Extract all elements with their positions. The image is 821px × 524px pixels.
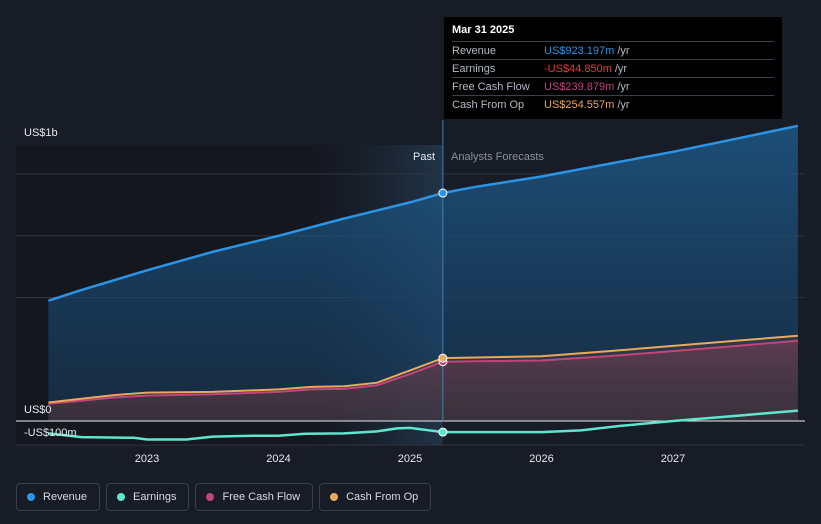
hover-markers xyxy=(438,188,448,437)
earnings-dot-icon xyxy=(117,493,126,501)
cash-from-op-dot-icon xyxy=(330,493,339,501)
free-cash-flow-line xyxy=(48,339,798,405)
tooltip-row-revenue: Revenue US$923.197m /yr xyxy=(452,41,774,59)
free-cash-flow-area xyxy=(48,340,798,421)
y-tick-label-0: US$0 xyxy=(24,404,52,416)
tooltip-row-fcf: Free Cash Flow US$239.879m /yr xyxy=(452,77,774,95)
x-tick-label-2027: 2027 xyxy=(661,453,685,465)
legend: Revenue Earnings Free Cash Flow Cash Fro… xyxy=(16,483,432,511)
tooltip-unit: /yr xyxy=(617,80,630,93)
forecast-label: Analysts Forecasts xyxy=(451,151,544,163)
legend-item-free-cash-flow[interactable]: Free Cash Flow xyxy=(195,483,314,511)
cash-from-op-line xyxy=(48,334,798,404)
y-tick-label-1b: US$1b xyxy=(24,127,58,139)
legend-label: Revenue xyxy=(43,491,88,503)
tooltip-label: Earnings xyxy=(452,62,496,75)
revenue-marker xyxy=(438,188,448,198)
legend-item-cash-from-op[interactable]: Cash From Op xyxy=(319,483,432,511)
y-tick-label-neg100m: -US$100m xyxy=(24,427,77,439)
earnings-line xyxy=(48,409,799,441)
tooltip-label: Cash From Op xyxy=(452,98,525,111)
past-label: Past xyxy=(413,151,435,163)
revenue-dot-icon xyxy=(27,493,35,501)
legend-item-earnings[interactable]: Earnings xyxy=(106,483,190,511)
tooltip-label: Free Cash Flow xyxy=(452,80,530,93)
tooltip-value: US$923.197m xyxy=(544,44,615,57)
tooltip-unit: /yr xyxy=(614,62,628,75)
tooltip-value: US$254.557m xyxy=(544,98,615,111)
tooltip-date: Mar 31 2025 xyxy=(452,24,515,36)
x-tick-label-2024: 2024 xyxy=(266,453,290,465)
cfo-marker xyxy=(438,353,448,363)
cash-from-op-area xyxy=(48,335,798,421)
x-tick-label-2023: 2023 xyxy=(135,453,159,465)
revenue-line xyxy=(48,124,799,302)
tooltip-unit: /yr xyxy=(617,44,630,57)
legend-label: Free Cash Flow xyxy=(222,491,301,503)
x-tick-label-2026: 2026 xyxy=(529,453,553,465)
tooltip-label: Revenue xyxy=(452,44,497,57)
x-axis: 2023 2024 2025 2026 2027 xyxy=(135,453,685,465)
tooltip-unit: /yr xyxy=(617,98,630,111)
tooltip-value: -US$44.850m xyxy=(544,62,612,75)
revenue-area xyxy=(48,125,798,422)
legend-label: Cash From Op xyxy=(346,491,419,503)
legend-label: Earnings xyxy=(133,491,177,503)
legend-item-revenue[interactable]: Revenue xyxy=(16,483,101,511)
x-tick-label-2025: 2025 xyxy=(398,453,422,465)
free-cash-flow-dot-icon xyxy=(206,493,215,501)
tooltip-row-earnings: Earnings -US$44.850m /yr xyxy=(452,59,774,77)
earnings-marker xyxy=(438,427,448,437)
tooltip-value: US$239.879m xyxy=(544,80,615,93)
tooltip: Mar 31 2025 Revenue US$923.197m /yr Earn… xyxy=(444,17,782,119)
tooltip-row-cfo: Cash From Op US$254.557m /yr xyxy=(452,95,774,113)
